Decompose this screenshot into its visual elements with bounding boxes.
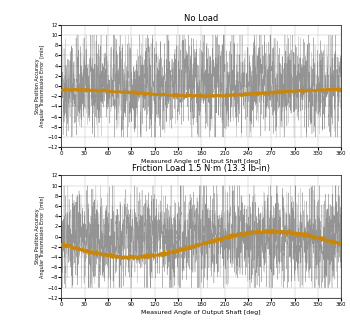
Y-axis label: Stop Position Accuracy
Angular Transmission Error  [min]: Stop Position Accuracy Angular Transmiss… (35, 196, 45, 278)
Legend: AS98AAE, AS66AAE-N5: AS98AAE, AS66AAE-N5 (135, 196, 267, 207)
X-axis label: Measured Angle of Output Shaft [deg]: Measured Angle of Output Shaft [deg] (141, 310, 261, 315)
X-axis label: Measured Angle of Output Shaft [deg]: Measured Angle of Output Shaft [deg] (141, 159, 261, 164)
Y-axis label: Stop Position Accuracy
Angular Transmission Error  [min]: Stop Position Accuracy Angular Transmiss… (35, 45, 45, 127)
Title: No Load: No Load (184, 14, 218, 23)
Title: Friction Load 1.5 N·m (13.3 lb-in): Friction Load 1.5 N·m (13.3 lb-in) (132, 164, 270, 173)
